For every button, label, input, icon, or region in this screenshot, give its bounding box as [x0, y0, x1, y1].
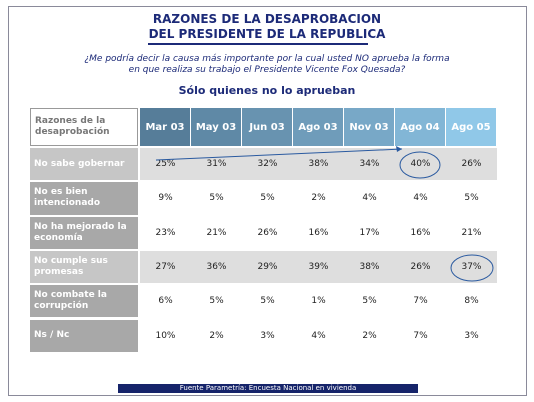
- corner-header: Razones de la desaprobación: [30, 108, 138, 146]
- value-cell: 5%: [191, 285, 242, 318]
- row-label: No combate la corrupción: [30, 285, 138, 318]
- value-cell: 4%: [395, 182, 446, 215]
- value-cell: 40%: [395, 148, 446, 181]
- value-cell: 5%: [191, 182, 242, 215]
- column-header: May 03: [191, 108, 241, 146]
- value-cell: 21%: [191, 216, 242, 249]
- value-cell: 23%: [140, 216, 191, 249]
- value-cell: 21%: [446, 216, 497, 249]
- subtitle: Sólo quienes no lo aprueban: [178, 84, 356, 97]
- trend-arrow: [155, 148, 403, 161]
- value-cell: 25%: [140, 148, 191, 181]
- row-label: No sabe gobernar: [30, 148, 138, 181]
- column-header: Ago 05: [446, 108, 496, 146]
- value-cell: 2%: [344, 319, 395, 352]
- value-cell: 26%: [446, 148, 497, 181]
- value-cell: 4%: [293, 319, 344, 352]
- value-cell: 26%: [242, 216, 293, 249]
- value-cell: 8%: [446, 285, 497, 318]
- question: en que realiza su trabajo el Presidente …: [128, 65, 406, 75]
- highlight-circle: [399, 151, 441, 179]
- row-label: No es bien intencionado: [30, 182, 138, 215]
- value-cell: 31%: [191, 148, 242, 181]
- value-cell: 5%: [446, 182, 497, 215]
- column-header: Ago 04: [395, 108, 445, 146]
- column-header: Ago 03: [293, 108, 343, 146]
- title: RAZONES DE LA DESAPROBACION: [152, 12, 382, 26]
- value-cell: 5%: [242, 285, 293, 318]
- value-cell: 7%: [395, 319, 446, 352]
- value-cell: 16%: [395, 216, 446, 249]
- column-header: Mar 03: [140, 108, 190, 146]
- value-cell: 34%: [344, 148, 395, 181]
- value-cell: 3%: [242, 319, 293, 352]
- column-header: Nov 03: [344, 108, 394, 146]
- arrow-head: [396, 146, 402, 152]
- value-cell: 2%: [293, 182, 344, 215]
- value-cell: 37%: [446, 250, 497, 284]
- value-cell: 1%: [293, 285, 344, 318]
- value-cell: 7%: [395, 285, 446, 318]
- value-cell: 26%: [395, 250, 446, 284]
- highlight-circle: [450, 254, 494, 282]
- value-cell: 29%: [242, 250, 293, 284]
- value-cell: 36%: [191, 250, 242, 284]
- value-cell: 9%: [140, 182, 191, 215]
- value-cell: 17%: [344, 216, 395, 249]
- value-cell: 5%: [344, 285, 395, 318]
- source-footer: Fuente Parametría: Encuesta Nacional en …: [118, 384, 418, 393]
- value-cell: 38%: [344, 250, 395, 284]
- column-header: Jun 03: [242, 108, 292, 146]
- title: DEL PRESIDENTE DE LA REPUBLICA: [148, 27, 386, 41]
- frame: [8, 6, 527, 396]
- value-cell: 10%: [140, 319, 191, 352]
- value-cell: 4%: [344, 182, 395, 215]
- row-label: No ha mejorado la economía: [30, 216, 138, 249]
- row-label: Ns / Nc: [30, 319, 138, 352]
- value-cell: 27%: [140, 250, 191, 284]
- title-rule: [148, 43, 368, 45]
- row-label: No cumple sus promesas: [30, 250, 138, 284]
- value-cell: 39%: [293, 250, 344, 284]
- value-cell: 5%: [242, 182, 293, 215]
- value-cell: 3%: [446, 319, 497, 352]
- value-cell: 2%: [191, 319, 242, 352]
- value-cell: 16%: [293, 216, 344, 249]
- value-cell: 32%: [242, 148, 293, 181]
- question: ¿Me podría decir la causa más importante…: [84, 54, 450, 64]
- value-cell: 6%: [140, 285, 191, 318]
